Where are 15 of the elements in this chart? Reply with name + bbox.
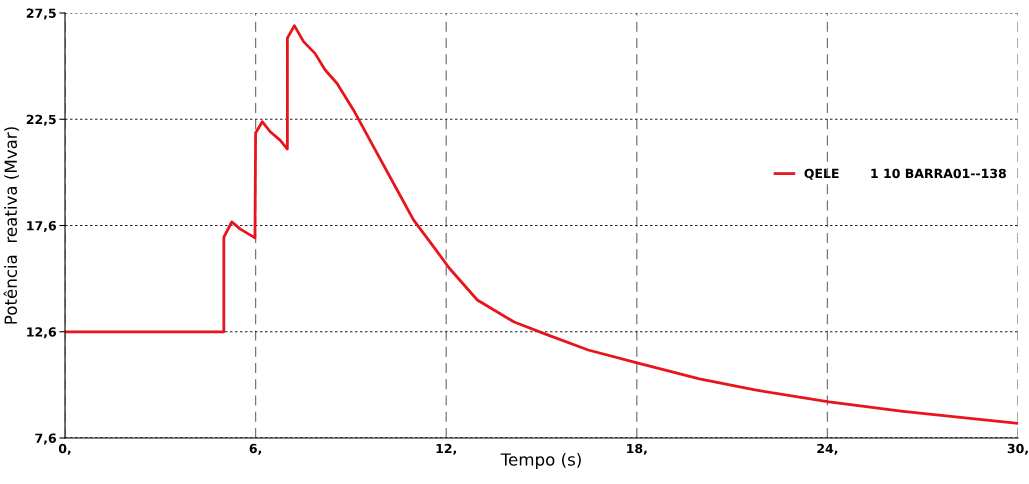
y-tick-label: 12,6 — [27, 327, 56, 339]
x-tick-label: 18, — [627, 443, 647, 455]
y-tick-label: 27,5 — [26, 8, 56, 20]
x-tick-label: 6, — [249, 443, 262, 455]
x-tick-label: 24, — [817, 443, 838, 455]
y-tick-label: 22,5 — [26, 114, 56, 126]
x-axis-title: Tempo (s) — [500, 452, 581, 470]
y-axis-title: Potência reativa (Mvar) — [3, 127, 19, 324]
x-tick-label: 0, — [58, 443, 71, 455]
x-tick-label: 30, — [1007, 443, 1028, 455]
y-tick-label: 17,6 — [27, 220, 56, 233]
x-tick-label: 12, — [436, 443, 456, 455]
legend-label: QELE 1 10 BARRA01--138 — [804, 168, 1006, 180]
y-tick-label: 7,6 — [35, 433, 56, 445]
line-series — [65, 24, 1018, 425]
